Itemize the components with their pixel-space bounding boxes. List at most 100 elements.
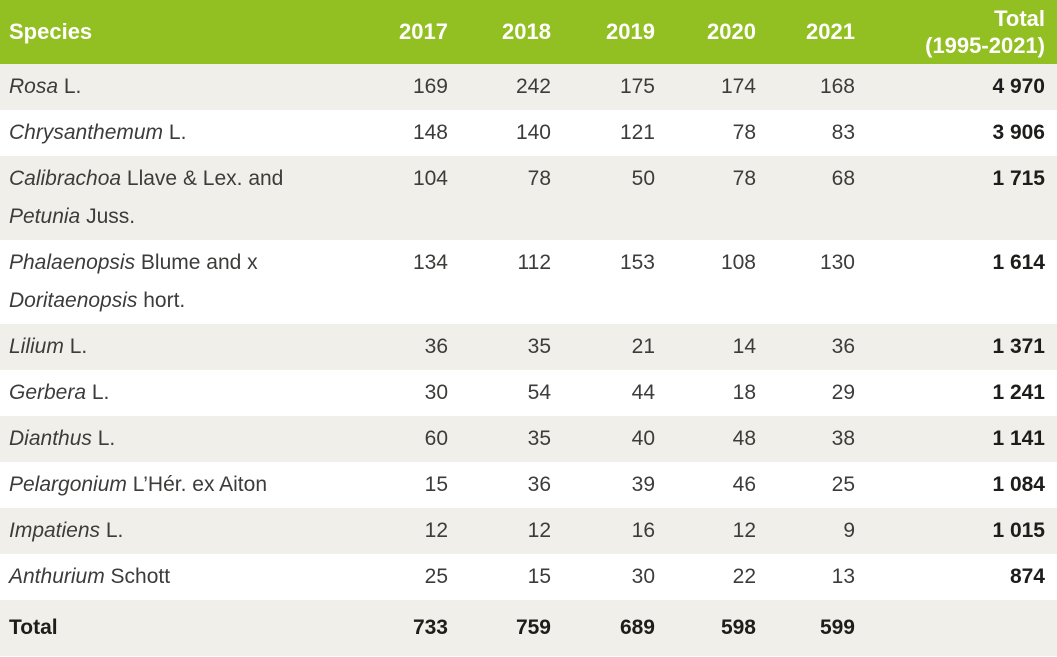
species-authority: hort. [137,289,186,312]
value-cell-2020: 48 [732,427,756,450]
value-cell-2017: 25 [424,565,448,588]
species-name-cell: Chrysanthemum L. [0,110,346,156]
species-row: Pelargonium L’Hér. ex Aiton 15 36 39 46 25 1 0… [0,462,1057,508]
value-cell-2020: 78 [732,121,756,144]
value-cell-2018: 12 [527,519,551,542]
total-value-cell-2021: 599 [819,616,855,639]
header-year-2021: 2021 [762,0,861,64]
header-total-line2: (1995-2021) [925,33,1045,58]
value-cell-2020: 46 [732,473,756,496]
species-authority: L. [100,519,124,542]
value-cell-2017: 104 [412,167,448,190]
value-cell-2017: 148 [412,121,448,144]
value-cell-2019: 40 [631,427,655,450]
species-row: Rosa L. 169 242 175 174 168 4 970 [0,64,1057,110]
species-name-cell: Pelargonium L’Hér. ex Aiton [0,462,346,508]
grand-total-cell [861,600,1057,656]
value-cell-2018: 54 [527,381,551,404]
value-cell-2017: 60 [424,427,448,450]
value-cell-2018: 140 [515,121,551,144]
species-row: Gerbera L. 30 54 44 18 29 1 241 [0,370,1057,416]
header-total: Total (1995-2021) [861,0,1057,64]
species-authority: L’Hér. ex Aiton [126,473,267,496]
species-row: Impatiens L. 12 12 16 12 9 1 015 [0,508,1057,554]
total-cell: 1 614 [992,251,1045,274]
value-cell-2018: 112 [517,251,551,274]
header-year-2020: 2020 [661,0,762,64]
value-cell-2018: 35 [527,427,551,450]
header-year-2017: 2017 [346,0,454,64]
header-year-2019: 2019 [557,0,661,64]
total-cell: 1 141 [992,427,1045,450]
total-cell: 1 084 [992,473,1045,496]
species-row: Phalaenopsis Blume and x Doritaenopsis ho… [0,240,1057,324]
value-cell-2019: 121 [619,121,655,144]
value-cell-2018: 15 [527,565,551,588]
table-header: Species 2017 2018 2019 2020 2021 Total (… [0,0,1057,64]
value-cell-2021: 13 [831,565,855,588]
value-cell-2021: 38 [831,427,855,450]
value-cell-2017: 30 [424,381,448,404]
value-cell-2017: 134 [412,251,448,274]
species-name-cell: Impatiens L. [0,508,346,554]
species-genus: Rosa [9,75,59,98]
value-cell-2017: 15 [424,473,448,496]
species-genus: Lilium [9,335,64,358]
species-name-cell: Phalaenopsis Blume and x Doritaenopsis ho… [0,240,346,324]
species-row: Dianthus L. 60 35 40 48 38 1 141 [0,416,1057,462]
value-cell-2018: 36 [527,473,551,496]
species-genus: Anthurium [9,565,105,588]
species-authority: L. [91,427,116,450]
header-total-line1: Total [994,6,1045,31]
total-cell: 1 015 [992,519,1045,542]
species-row: Lilium L. 36 35 21 14 36 1 371 [0,324,1057,370]
header-row: Species 2017 2018 2019 2020 2021 Total (… [0,0,1057,64]
species-genus: Doritaenopsis [9,289,138,312]
value-cell-2020: 22 [732,565,756,588]
value-cell-2020: 14 [732,335,756,358]
species-name-cell: Rosa L. [0,64,346,110]
value-cell-2019: 21 [631,335,655,358]
value-cell-2017: 169 [412,75,448,98]
value-cell-2021: 36 [831,335,855,358]
species-genus: Chrysanthemum [9,121,164,144]
total-value-cell-2019: 689 [619,616,655,639]
total-value-cell-2020: 598 [720,616,756,639]
value-cell-2019: 153 [619,251,655,274]
species-row: Calibrachoa Llave & Lex. and Petunia Juss… [0,156,1057,240]
species-row: Anthurium Schott 25 15 30 22 13 874 [0,554,1057,600]
value-cell-2021: 25 [831,473,855,496]
value-cell-2021: 9 [843,519,855,542]
value-cell-2021: 83 [831,121,855,144]
value-cell-2020: 108 [720,251,756,274]
species-name-cell: Dianthus L. [0,416,346,462]
value-cell-2017: 12 [424,519,448,542]
species-name-cell: Anthurium Schott [0,554,346,600]
header-species: Species [0,0,346,64]
total-cell: 1 241 [992,381,1045,404]
species-name-cell: Calibrachoa Llave & Lex. and Petunia Juss… [0,156,346,240]
total-cell: 1 371 [992,335,1045,358]
value-cell-2021: 68 [831,167,855,190]
value-cell-2021: 29 [831,381,855,404]
total-cell: 4 970 [992,75,1045,98]
species-authority: Schott [104,565,171,588]
species-genus: Phalaenopsis [9,251,136,274]
species-authority: L. [63,335,88,358]
total-row: Total 733 759 689 598 599 [0,600,1057,656]
value-cell-2021: 130 [819,251,855,274]
value-cell-2021: 168 [819,75,855,98]
species-genus: Gerbera [9,381,87,404]
value-cell-2020: 18 [732,381,756,404]
value-cell-2019: 44 [631,381,655,404]
species-genus: Pelargonium [9,473,127,496]
total-value-cell-2017: 733 [412,616,448,639]
species-authority: L. [86,381,110,404]
value-cell-2020: 12 [732,519,756,542]
species-authority: L. [163,121,187,144]
value-cell-2019: 175 [619,75,655,98]
species-genus: Dianthus [9,427,92,450]
species-row: Chrysanthemum L. 148 140 121 78 83 3 906 [0,110,1057,156]
